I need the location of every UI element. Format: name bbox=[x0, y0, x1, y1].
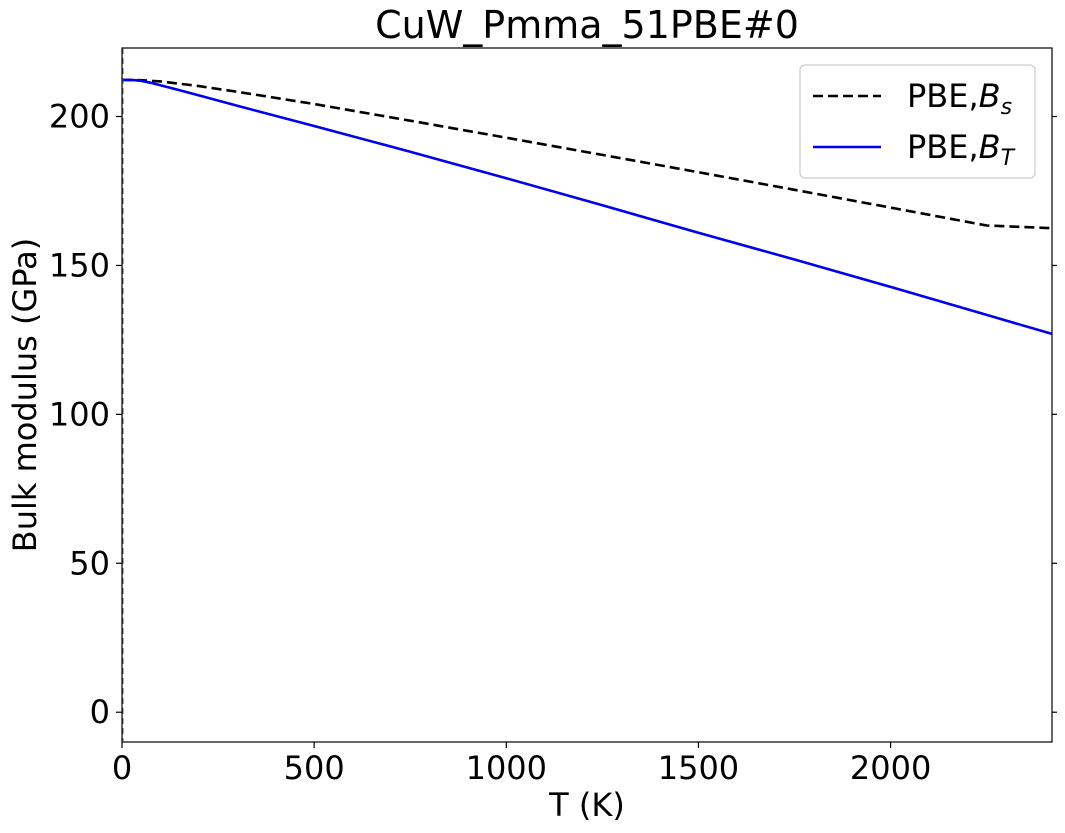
x-tick-label: 500 bbox=[284, 749, 345, 787]
plot-frame bbox=[121, 47, 1053, 743]
x-tick-label: 0 bbox=[112, 749, 132, 787]
x-tick-label: 1000 bbox=[466, 749, 547, 787]
ticks-layer: 0 500 1000 1500 2000 0 50 100 150 200 bbox=[49, 48, 1057, 787]
legend-box bbox=[799, 64, 1036, 179]
chart-title: CuW_Pmma_51PBE#0 bbox=[375, 3, 799, 47]
y-tick-label: 150 bbox=[49, 246, 110, 284]
legend-label-0: PBE,Bs bbox=[907, 77, 1012, 120]
x-tick-label: 2000 bbox=[850, 749, 931, 787]
y-tick-label: 50 bbox=[69, 544, 110, 582]
y-axis-title: Bulk modulus (GPa) bbox=[6, 238, 44, 552]
legend: PBE,Bs PBE,BT bbox=[799, 64, 1036, 179]
x-tick-label: 1500 bbox=[658, 749, 739, 787]
legend-label-1: PBE,BT bbox=[907, 128, 1016, 171]
series-line-1 bbox=[122, 78, 1053, 336]
x-axis-title: T (K) bbox=[548, 786, 625, 824]
series-layer bbox=[121, 78, 1053, 336]
y-tick-label: 100 bbox=[49, 395, 110, 433]
y-tick-label: 0 bbox=[90, 693, 110, 731]
y-tick-label: 200 bbox=[49, 98, 110, 136]
